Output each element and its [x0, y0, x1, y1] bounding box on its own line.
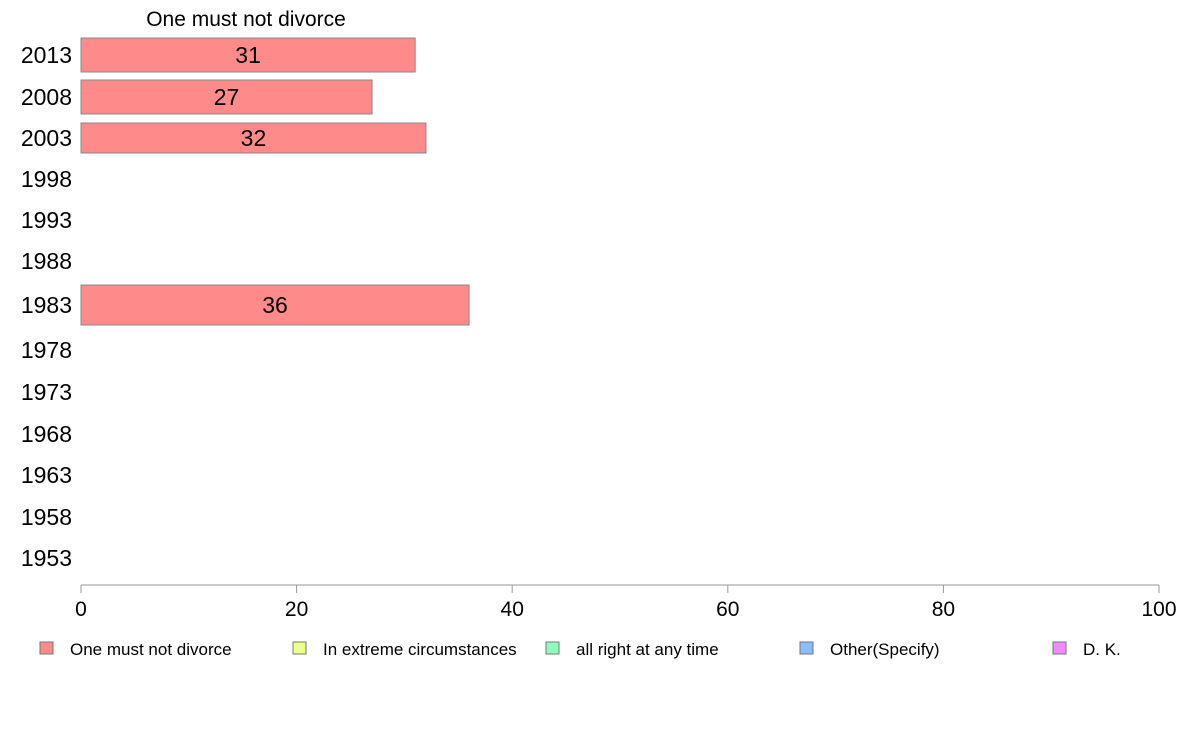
legend-label-3: Other(Specify) [830, 640, 940, 659]
x-tick-label-20: 20 [285, 598, 308, 621]
y-tick-label-1953: 1953 [21, 545, 72, 571]
bar-2008 [80, 79, 373, 115]
y-axis-labels: 2013 2008 2003 1998 1993 1988 1983 1978 1973 1968… [21, 42, 72, 571]
bar-value-label-2008: 27 [214, 84, 240, 110]
y-tick-label-1968: 1968 [21, 421, 72, 447]
y-tick-label-1983: 1983 [21, 292, 72, 318]
x-tick-label-80: 80 [932, 598, 955, 621]
y-tick-label-1998: 1998 [21, 166, 72, 192]
legend-swatch-3 [799, 641, 814, 655]
legend-swatch-4 [1052, 641, 1067, 655]
legend-swatch-1 [292, 641, 307, 655]
x-axis: 0 20 40 60 80 100 [75, 584, 1177, 621]
legend-label-4: D. K. [1083, 640, 1121, 659]
x-tick-label-100: 100 [1141, 598, 1176, 621]
y-tick-label-1958: 1958 [21, 504, 72, 530]
y-tick-label-1988: 1988 [21, 248, 72, 274]
y-tick-label-2013: 2013 [21, 42, 72, 68]
bar-value-label-1983: 36 [262, 292, 288, 318]
bar-1983 [80, 284, 470, 326]
legend: One must not divorce In extreme circumsta… [39, 640, 1121, 659]
bar-value-label-2003: 32 [241, 125, 267, 151]
legend-swatch-2 [545, 641, 560, 655]
y-tick-label-1973: 1973 [21, 379, 72, 405]
y-tick-label-2003: 2003 [21, 125, 72, 151]
chart-title: One must not divorce [146, 8, 346, 31]
legend-label-2: all right at any time [576, 640, 719, 659]
legend-label-1: In extreme circumstances [323, 640, 517, 659]
x-tick-label-0: 0 [75, 598, 87, 621]
x-tick-label-60: 60 [716, 598, 739, 621]
y-tick-label-1978: 1978 [21, 337, 72, 363]
y-tick-label-1993: 1993 [21, 207, 72, 233]
legend-label-0: One must not divorce [70, 640, 232, 659]
legend-swatch-0 [39, 641, 54, 655]
bar-value-label-2013: 31 [235, 42, 261, 68]
y-tick-label-2008: 2008 [21, 84, 72, 110]
bar-2003 [80, 122, 427, 154]
y-tick-label-1963: 1963 [21, 462, 72, 488]
x-tick-label-40: 40 [501, 598, 524, 621]
bar-2013 [80, 37, 416, 73]
